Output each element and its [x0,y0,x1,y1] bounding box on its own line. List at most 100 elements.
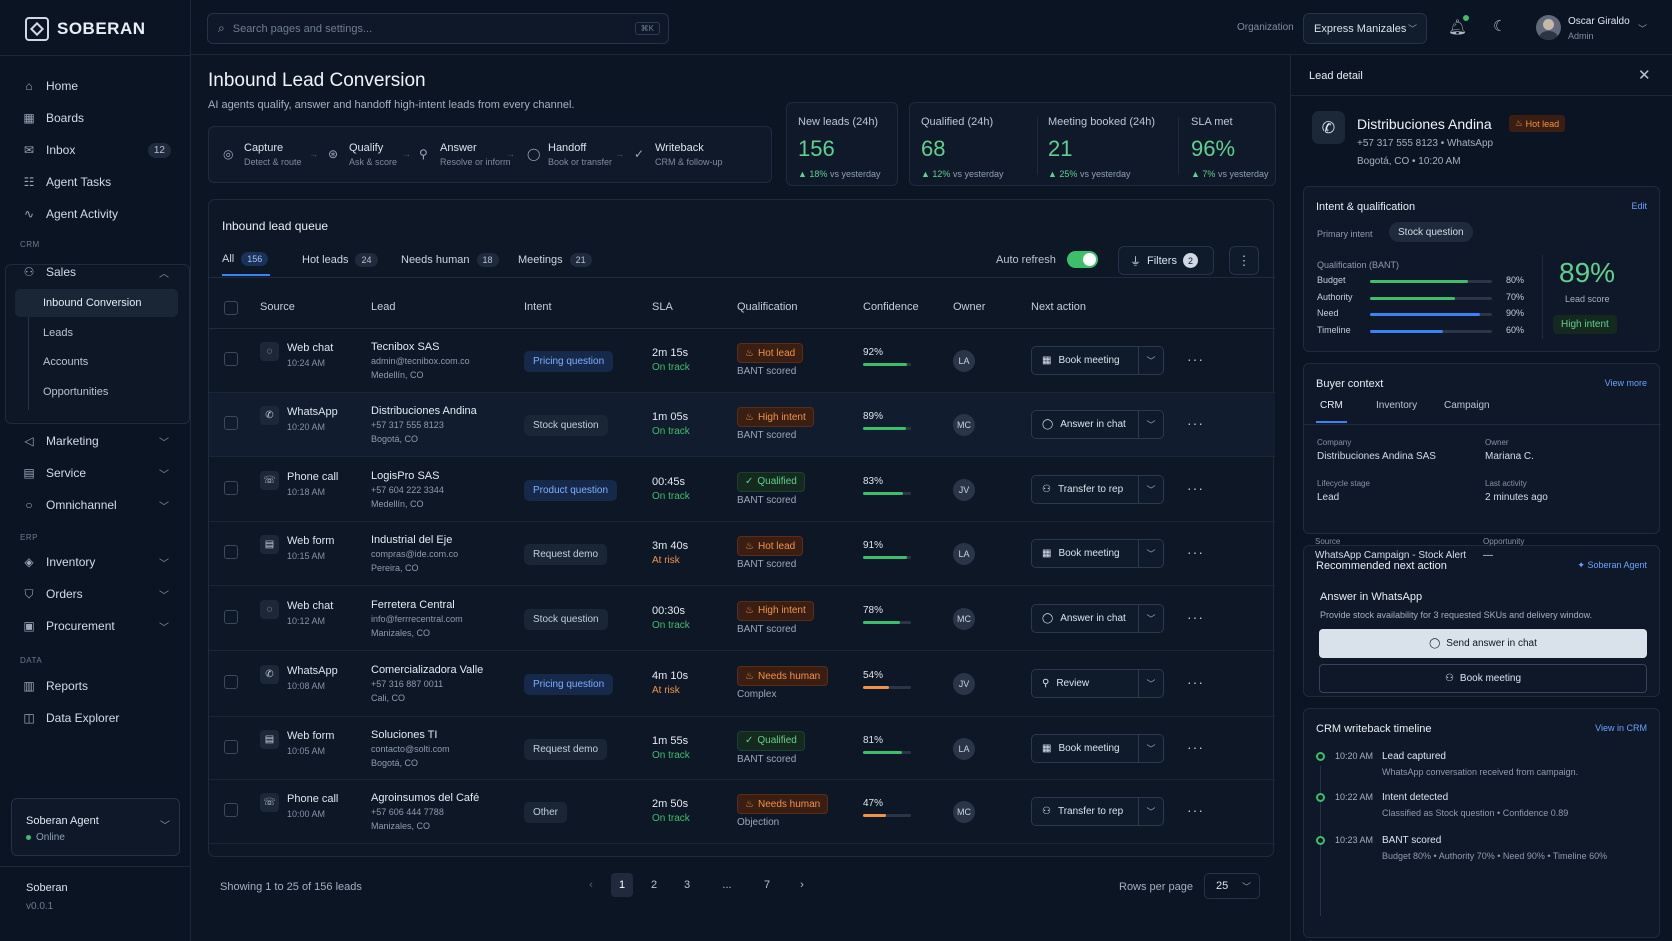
more-vertical-icon[interactable]: ⋮ [1229,246,1259,275]
lead-name[interactable]: Agroinsumos del Café [371,792,480,804]
bell-icon[interactable]: 🔔︎ [1448,19,1468,36]
more-horizontal-icon[interactable]: ··· [1187,351,1204,367]
lead-name[interactable]: Ferretera Central [371,598,455,611]
more-horizontal-icon[interactable]: ··· [1187,608,1204,625]
table-row[interactable]: ▤ Web form 10:15 AM Industrial del Eje compr… [209,522,1275,586]
chevron-down-icon[interactable]: ﹀ [1138,733,1164,763]
sidebar-item-inbox[interactable]: ✉ Inbox 12 [14,136,179,164]
sidebar-item-marketing[interactable]: ◁ Marketing ﹀ [14,427,179,455]
row-checkbox[interactable] [224,739,238,754]
sidebar-item-sales[interactable]: ⚇ Sales ︿ [14,258,179,286]
chevron-down-icon[interactable]: ﹀ [1638,24,1648,34]
table-row[interactable]: ◌ Web chat 10:24 AM Tecnibox SAS admin@tecni… [209,329,1275,393]
table-row[interactable]: ☏ Phone call 10:00 AM Agroinsumos del Café +… [209,780,1275,844]
moon-icon[interactable]: ☾ [1493,18,1507,35]
more-horizontal-icon[interactable]: ··· [1187,479,1204,496]
search-box[interactable]: ⌕ ⌘K [207,13,669,44]
lead-name[interactable]: Comercializadora Valle [371,664,484,676]
sidebar-item-boards[interactable]: ▦ Boards [14,104,179,132]
row-checkbox[interactable] [224,545,238,559]
row-checkbox[interactable] [224,480,238,495]
chevron-down-icon[interactable]: ﹀ [1138,797,1164,826]
sidebar-item-data-explorer[interactable]: ◫ Data Explorer [14,704,179,732]
column-header-source[interactable]: Source [260,301,295,313]
owner-avatar[interactable]: LA [953,350,975,372]
table-row[interactable]: ◌ Web chat 10:12 AM Ferretera Central info@f… [209,586,1275,651]
view-more-link[interactable]: View more [1604,378,1647,388]
more-horizontal-icon[interactable]: ··· [1187,674,1204,690]
owner-avatar[interactable]: JV [953,478,975,501]
rows-per-page-select[interactable]: 25 ﹀ [1204,873,1260,899]
brand-logo[interactable]: SOBERAN [25,17,146,41]
soberan-agent-link[interactable]: ✦ Soberan Agent [1577,560,1647,571]
table-row[interactable]: ▤ Web form 10:05 AM Soluciones TI contacto@s… [209,717,1275,780]
table-row[interactable]: ✆ WhatsApp 10:20 AM Distribuciones Andina +5… [209,393,1275,457]
sidebar-item-home[interactable]: ⌂ Home [14,72,179,100]
sidebar-subitem-opportunities[interactable]: Opportunities [43,386,109,398]
view-in-crm-link[interactable]: View in CRM [1595,723,1647,733]
lead-name[interactable]: Distribuciones Andina [371,405,477,417]
tab-hot-leads[interactable]: Hot leads 24 [302,244,378,276]
next-action-button[interactable]: ▦ Book meeting [1031,346,1139,375]
chevron-down-icon[interactable]: ﹀ [1138,669,1164,698]
chevron-down-icon[interactable]: ﹀ [1138,410,1164,439]
column-header-confidence[interactable]: Confidence [863,301,919,313]
lead-name[interactable]: Soluciones TI [371,728,438,741]
owner-avatar[interactable]: MC [953,801,975,823]
sidebar-subitem-inbound-conversion[interactable]: Inbound Conversion [15,289,178,317]
owner-avatar[interactable]: LA [953,543,975,565]
column-header-next-action[interactable]: Next action [1031,301,1087,313]
sidebar-item-service[interactable]: ▤ Service ﹀ [14,459,179,487]
owner-avatar[interactable]: MC [953,414,975,436]
more-horizontal-icon[interactable]: ··· [1187,544,1204,560]
next-action-button[interactable]: ⚇ Transfer to rep [1031,797,1139,826]
page-2[interactable]: 2 [650,879,658,891]
close-icon[interactable]: ✕ [1638,67,1651,84]
sidebar-item-orders[interactable]: ⛉ Orders ﹀ [14,580,179,608]
next-action-button[interactable]: ⚇ Transfer to rep [1031,474,1139,504]
sidebar-item-reports[interactable]: ▥ Reports [14,672,179,700]
more-horizontal-icon[interactable]: ··· [1187,415,1204,431]
tab-needs-human[interactable]: Needs human 18 [401,244,499,276]
next-action-button[interactable]: ◯ Answer in chat [1031,603,1139,633]
filters-button[interactable]: ⏚ Filters 2 [1118,246,1214,275]
table-row[interactable]: ✆ WhatsApp 10:08 AM Comercializadora Valle +… [209,651,1275,717]
chevron-left-icon[interactable]: ‹ [589,879,593,891]
book-meeting-button[interactable]: ⚇ Book meeting [1319,664,1647,693]
lead-name[interactable]: LogisPro SAS [371,469,440,482]
next-action-button[interactable]: ◯ Answer in chat [1031,410,1139,439]
lead-name[interactable]: Industrial del Eje [371,534,453,546]
chevron-down-icon[interactable]: ﹀ [1138,474,1164,504]
owner-avatar[interactable]: JV [953,673,975,695]
tab-crm[interactable]: CRM [1316,400,1347,423]
avatar[interactable] [1536,15,1561,40]
send-answer-button[interactable]: ◯ Send answer in chat [1319,629,1647,658]
owner-avatar[interactable]: LA [953,737,975,760]
owner-avatar[interactable]: MC [953,607,975,630]
more-horizontal-icon[interactable]: ··· [1187,738,1204,755]
page-1[interactable]: 1 [611,873,633,897]
org-select[interactable]: Express Manizales ﹀ [1303,13,1427,44]
sidebar-item-agent-tasks[interactable]: ☷ Agent Tasks [14,168,179,196]
sidebar-item-inventory[interactable]: ◈ Inventory ﹀ [14,548,179,576]
sidebar-subitem-leads[interactable]: Leads [43,327,73,339]
sidebar-item-agent-activity[interactable]: ∿ Agent Activity [14,200,179,228]
column-header-lead[interactable]: Lead [371,301,396,313]
next-action-button[interactable]: ⚲ Review [1031,669,1139,698]
tab-inventory[interactable]: Inventory [1376,400,1418,411]
sidebar-subitem-accounts[interactable]: Accounts [43,356,89,368]
column-header-owner[interactable]: Owner [953,301,986,313]
sidebar-item-omnichannel[interactable]: ○ Omnichannel ﹀ [14,491,179,519]
search-input[interactable] [232,22,613,35]
agent-status-card[interactable]: Soberan Agent Online ﹀ [11,798,180,856]
tab-meetings[interactable]: Meetings 21 [518,244,592,276]
row-checkbox[interactable] [224,803,238,817]
sidebar-item-procurement[interactable]: ▣ Procurement ﹀ [14,612,179,640]
edit-link[interactable]: Edit [1631,201,1647,211]
lead-name[interactable]: Tecnibox SAS [371,341,440,353]
more-horizontal-icon[interactable]: ··· [1187,802,1204,818]
tab-campaign[interactable]: Campaign [1444,400,1490,411]
chevron-down-icon[interactable]: ﹀ [1138,346,1164,375]
tab-all[interactable]: All 156 [222,244,271,276]
row-checkbox[interactable] [224,675,238,689]
